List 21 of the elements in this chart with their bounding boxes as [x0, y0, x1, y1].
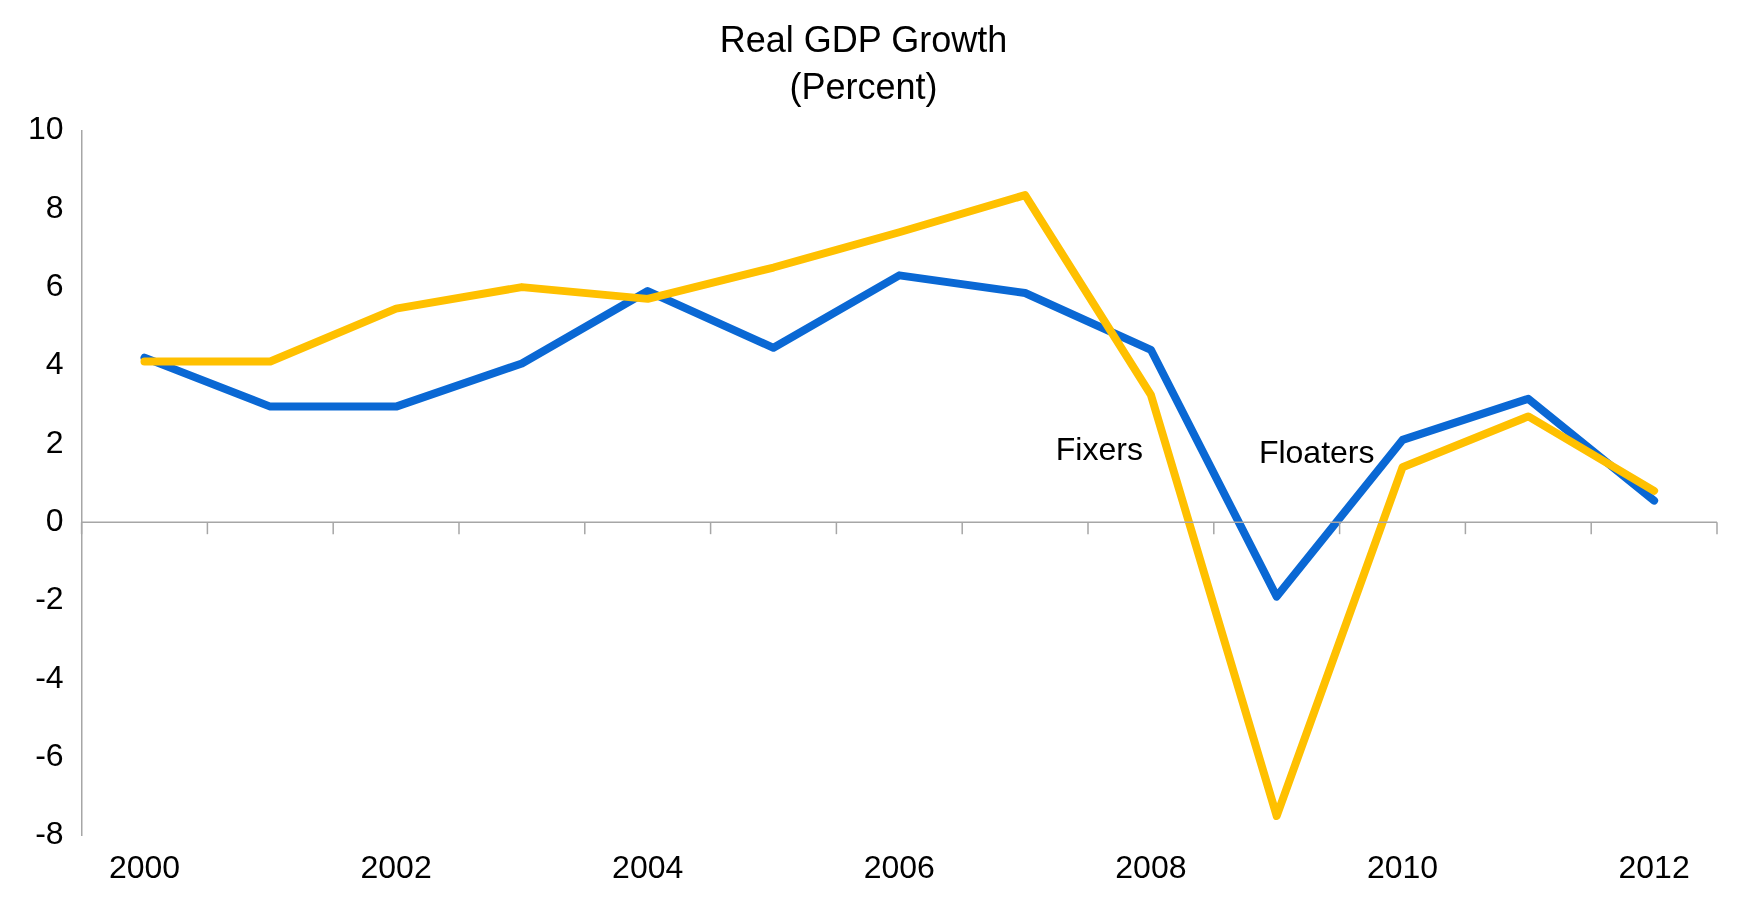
x-tick-label: 2008	[1115, 848, 1187, 885]
y-tick-label: -2	[35, 580, 64, 617]
x-tick-label: 2002	[360, 848, 432, 885]
y-tick-label: 8	[45, 188, 64, 225]
y-tick-label: 2	[45, 423, 64, 460]
chart-subtitle: (Percent)	[789, 65, 938, 107]
x-tick-label: 2006	[863, 848, 935, 885]
y-tick-label: 0	[45, 502, 64, 539]
y-tick-label: -8	[35, 815, 64, 852]
chart-title: Real GDP Growth	[719, 18, 1008, 60]
x-tick-label: 2010	[1366, 848, 1439, 885]
series-label: Fixers	[1055, 430, 1143, 467]
y-tick-label: -6	[35, 737, 64, 774]
x-tick-label: 2012	[1618, 848, 1690, 885]
y-tick-label: 4	[45, 345, 64, 382]
x-tick-label: 2004	[612, 848, 684, 885]
series-label: Floaters	[1258, 433, 1375, 470]
y-tick-label: 10	[28, 110, 64, 147]
x-tick-label: 2000	[108, 848, 181, 885]
y-tick-label: -4	[35, 658, 64, 695]
y-tick-label: 6	[45, 266, 64, 303]
